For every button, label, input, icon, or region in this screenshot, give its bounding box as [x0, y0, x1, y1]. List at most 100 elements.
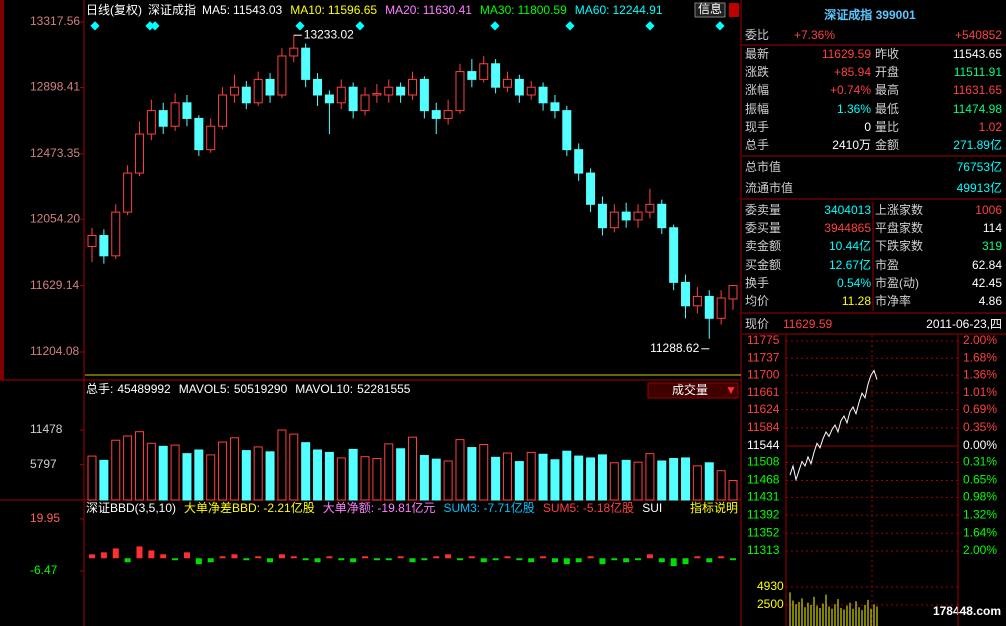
ma-value: 12244.91	[612, 3, 662, 17]
quote-value: 11.28	[842, 294, 871, 308]
bbd-bar	[278, 554, 285, 559]
ma-label: MA10:	[290, 3, 325, 17]
candle-body	[467, 71, 477, 80]
quote-label: 平盘家数	[875, 220, 923, 235]
intraday-price-tick: 11661	[747, 385, 780, 399]
quote-value: 114	[983, 221, 1002, 235]
bbd-bar	[195, 558, 202, 565]
candle-body	[170, 102, 180, 127]
quote-value: 271.89亿	[953, 137, 1002, 152]
current-label: 现价	[745, 317, 769, 331]
quote-title: 深证成指 399001	[824, 7, 916, 22]
indicator-selector[interactable]	[647, 382, 739, 399]
y-tick-label: 12473.35	[30, 146, 80, 160]
intraday-price-tick: 11737	[747, 350, 780, 364]
bbd-bar	[350, 558, 357, 563]
candle-body	[704, 295, 714, 319]
quote-label: 市净率	[875, 293, 911, 308]
volume-bar	[301, 442, 311, 501]
quote-label: 总手	[745, 138, 769, 152]
bbd-bar	[575, 558, 582, 563]
volume-bar	[491, 456, 501, 501]
candle-body	[621, 211, 631, 221]
marker: ◆	[90, 18, 100, 32]
bbd-bar	[397, 556, 404, 559]
marker: ◆	[355, 18, 365, 32]
intraday-price-tick: 11392	[747, 507, 780, 521]
indicator-tick-label: 19.95	[30, 511, 60, 525]
quote-label: 涨跌	[745, 64, 769, 79]
candle-body	[681, 281, 691, 307]
volume-bar	[218, 441, 228, 501]
intraday-pct-tick: 0.69%	[963, 402, 997, 416]
candle-body	[99, 235, 109, 257]
candle-body	[526, 86, 536, 96]
candle-body	[550, 102, 560, 112]
candle-body	[502, 78, 512, 88]
candle-body	[384, 86, 394, 96]
quote-label: 流通市值	[745, 180, 793, 195]
marker: ◆	[565, 18, 575, 32]
candle-body	[182, 102, 192, 119]
intraday-pct-tick: 1.64%	[963, 525, 997, 539]
volume-bar	[609, 462, 619, 501]
bbd-bar	[670, 558, 677, 567]
bbd-bar	[302, 558, 309, 561]
candle-body	[728, 285, 738, 300]
quote-label: 现手	[745, 120, 769, 134]
candle-body	[372, 92, 382, 96]
bbd-bar	[243, 558, 250, 561]
close-icon[interactable]	[729, 3, 739, 17]
intraday-price-tick: 11468	[747, 473, 780, 487]
volume-bar	[692, 465, 702, 501]
candle-body	[289, 47, 299, 57]
candle-body	[645, 203, 655, 213]
volume-bar	[134, 431, 144, 501]
volume-label: 总手:	[86, 382, 113, 396]
bbd-bar	[587, 556, 594, 559]
volume-bar	[372, 458, 382, 501]
bbd-bar	[183, 552, 190, 559]
volume-tick-label: 5797	[30, 457, 57, 471]
dropdown-arrow[interactable]: ▼	[725, 383, 737, 397]
volume-bar	[360, 456, 370, 501]
intraday-volume-tick: 2500	[757, 597, 784, 611]
index-name: 深证成指	[148, 2, 196, 17]
bbd-bar	[231, 554, 238, 559]
intraday-price-tick: 11775	[747, 333, 780, 347]
bbd-bar	[563, 558, 570, 565]
intraday-pct-tick: 2.00%	[963, 543, 997, 557]
bbd-bar	[611, 558, 618, 561]
bbd-bar	[718, 556, 725, 559]
volume-bar	[253, 446, 263, 501]
indicator-part: SUM5: -5.18亿股	[543, 500, 634, 515]
quote-label: 市盈	[875, 257, 899, 272]
info-button[interactable]	[694, 2, 726, 18]
intraday-pct-tick: 0.35%	[963, 420, 997, 434]
indicator-part: 大单净额: -19.81亿元	[323, 500, 436, 515]
candle-body	[586, 172, 596, 205]
quote-label: 开盘	[875, 64, 899, 79]
quote-value: 1.02	[979, 120, 1003, 134]
selector-label[interactable]: 成交量	[672, 382, 708, 397]
intraday-price-tick: 11624	[747, 402, 780, 416]
candle-body	[538, 86, 548, 104]
volume-bar	[633, 461, 643, 501]
bbd-bar	[219, 556, 226, 559]
indicator-name: 深证BBD(3,5,10)	[86, 501, 176, 515]
bbd-bar	[136, 546, 143, 559]
bbd-bar	[551, 558, 558, 563]
volume-bar	[704, 462, 714, 501]
volume-bar	[455, 439, 465, 501]
bbd-bar	[409, 558, 416, 563]
volume-bar	[443, 460, 453, 501]
candle-body	[336, 86, 346, 104]
volume-bar	[621, 459, 631, 501]
marker: ◆	[150, 18, 160, 32]
bbd-bar	[326, 556, 333, 559]
intraday-volume-tick: 4930	[757, 579, 784, 593]
info-button-label[interactable]: 信息	[698, 1, 722, 16]
bbd-bar	[124, 558, 131, 563]
candle-body	[396, 86, 406, 96]
quote-label: 总市值	[745, 159, 781, 174]
